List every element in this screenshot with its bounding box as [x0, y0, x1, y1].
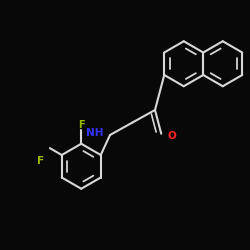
Text: O: O	[167, 131, 176, 141]
Text: NH: NH	[86, 128, 103, 138]
Text: F: F	[36, 156, 44, 166]
Text: F: F	[78, 120, 84, 130]
